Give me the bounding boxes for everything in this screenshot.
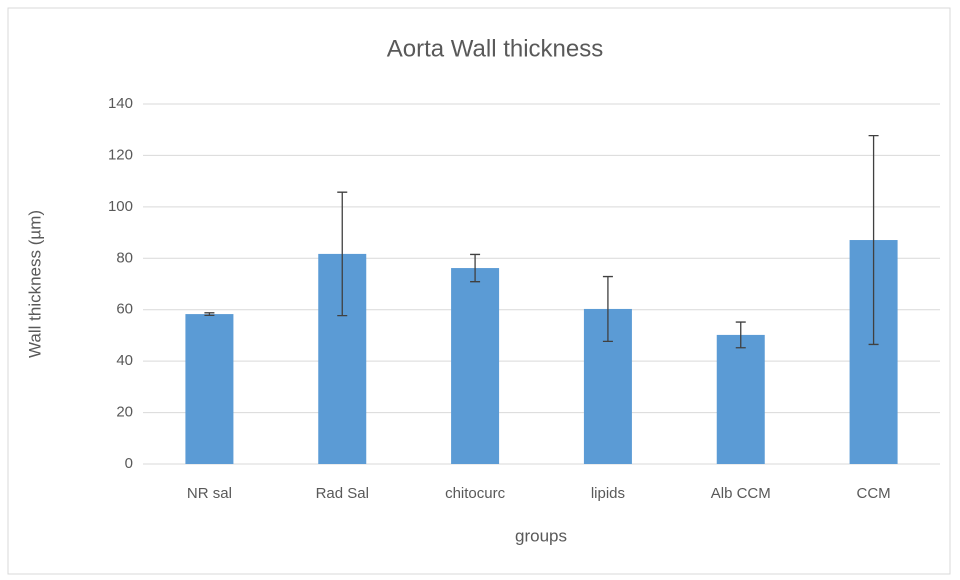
error-bar	[868, 134, 879, 346]
y-tick-label: 0	[125, 455, 133, 472]
error-bar	[337, 191, 348, 317]
x-axis-title: groups	[515, 526, 567, 545]
bar	[185, 314, 234, 464]
error-bar	[735, 321, 746, 349]
bar	[716, 334, 765, 464]
x-tick-label: chitocurc	[445, 485, 506, 502]
y-tick-label: 20	[116, 404, 133, 421]
error-bar	[602, 275, 613, 342]
y-tick-label: 100	[108, 198, 133, 215]
y-tick-label: 120	[108, 146, 133, 163]
chart-title: Aorta Wall thickness	[387, 35, 604, 62]
y-tick-label: 40	[116, 352, 133, 369]
error-bar	[204, 312, 215, 317]
y-tick-label: 80	[116, 249, 133, 266]
y-tick-label: 140	[108, 95, 133, 112]
bar	[451, 268, 500, 464]
y-tick-label: 60	[116, 301, 133, 318]
x-tick-label: Rad Sal	[316, 485, 369, 502]
y-axis-title: Wall thickness (µm)	[25, 210, 44, 358]
x-tick-label: lipids	[591, 485, 625, 502]
error-bar	[470, 253, 481, 283]
x-tick-label: CCM	[856, 485, 890, 502]
x-tick-label: Alb CCM	[711, 485, 771, 502]
x-tick-label: NR sal	[187, 485, 232, 502]
